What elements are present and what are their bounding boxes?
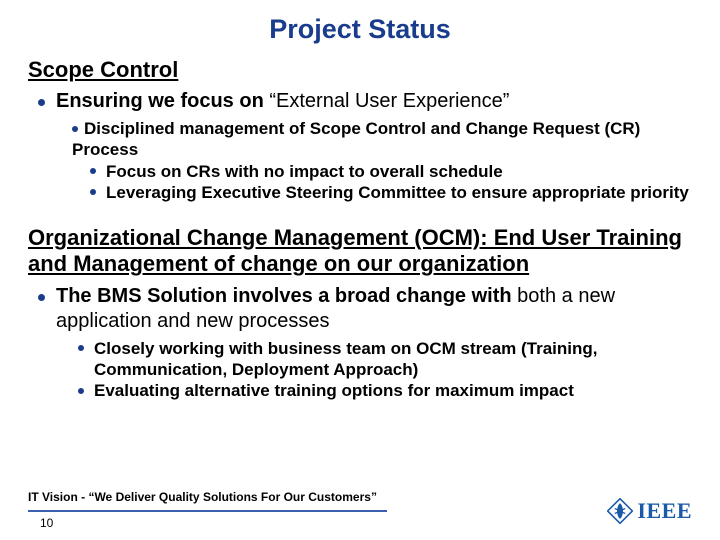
page-number: 10 (40, 516, 692, 530)
section1-sub-item-2: Leveraging Executive Steering Committee … (84, 182, 692, 203)
ieee-logo-text: IEEE (637, 498, 692, 524)
section2-sub-item-1: Closely working with business team on OC… (72, 338, 692, 381)
section2-main-bullet: The BMS Solution involves a broad change… (28, 284, 692, 334)
section1-main-bullet: Ensuring we focus on “External User Expe… (28, 89, 692, 114)
ieee-emblem-icon (607, 498, 633, 524)
section1-sub-lead: Disciplined management of Scope Control … (72, 119, 640, 159)
section1-main-rest: “External User Experience” (269, 90, 509, 112)
spacer (28, 209, 692, 219)
section2-main-bold: The BMS Solution involves a broad change… (56, 285, 517, 307)
section1-main-bold: Ensuring we focus on (56, 90, 269, 112)
footer-tagline: IT Vision - “We Deliver Quality Solution… (28, 490, 692, 504)
section2-sub-block: Closely working with business team on OC… (72, 338, 692, 402)
section1-sub-block: Disciplined management of Scope Control … (72, 118, 692, 203)
section2-sub-item-2: Evaluating alternative training options … (72, 380, 692, 401)
ieee-logo: IEEE (607, 498, 692, 524)
footer: IT Vision - “We Deliver Quality Solution… (28, 490, 692, 530)
bullet-icon (72, 126, 78, 132)
section1-sub-item-1: Focus on CRs with no impact to overall s… (84, 161, 692, 182)
slide-title: Project Status (28, 14, 692, 45)
slide: Project Status Scope Control Ensuring we… (0, 0, 720, 540)
section1-sub-lead-line: Disciplined management of Scope Control … (72, 118, 692, 161)
section2-heading: Organizational Change Management (OCM): … (28, 225, 692, 278)
footer-rule (28, 510, 387, 512)
section1-heading: Scope Control (28, 57, 692, 83)
section2-heading-text: Organizational Change Management (OCM): … (28, 225, 682, 276)
